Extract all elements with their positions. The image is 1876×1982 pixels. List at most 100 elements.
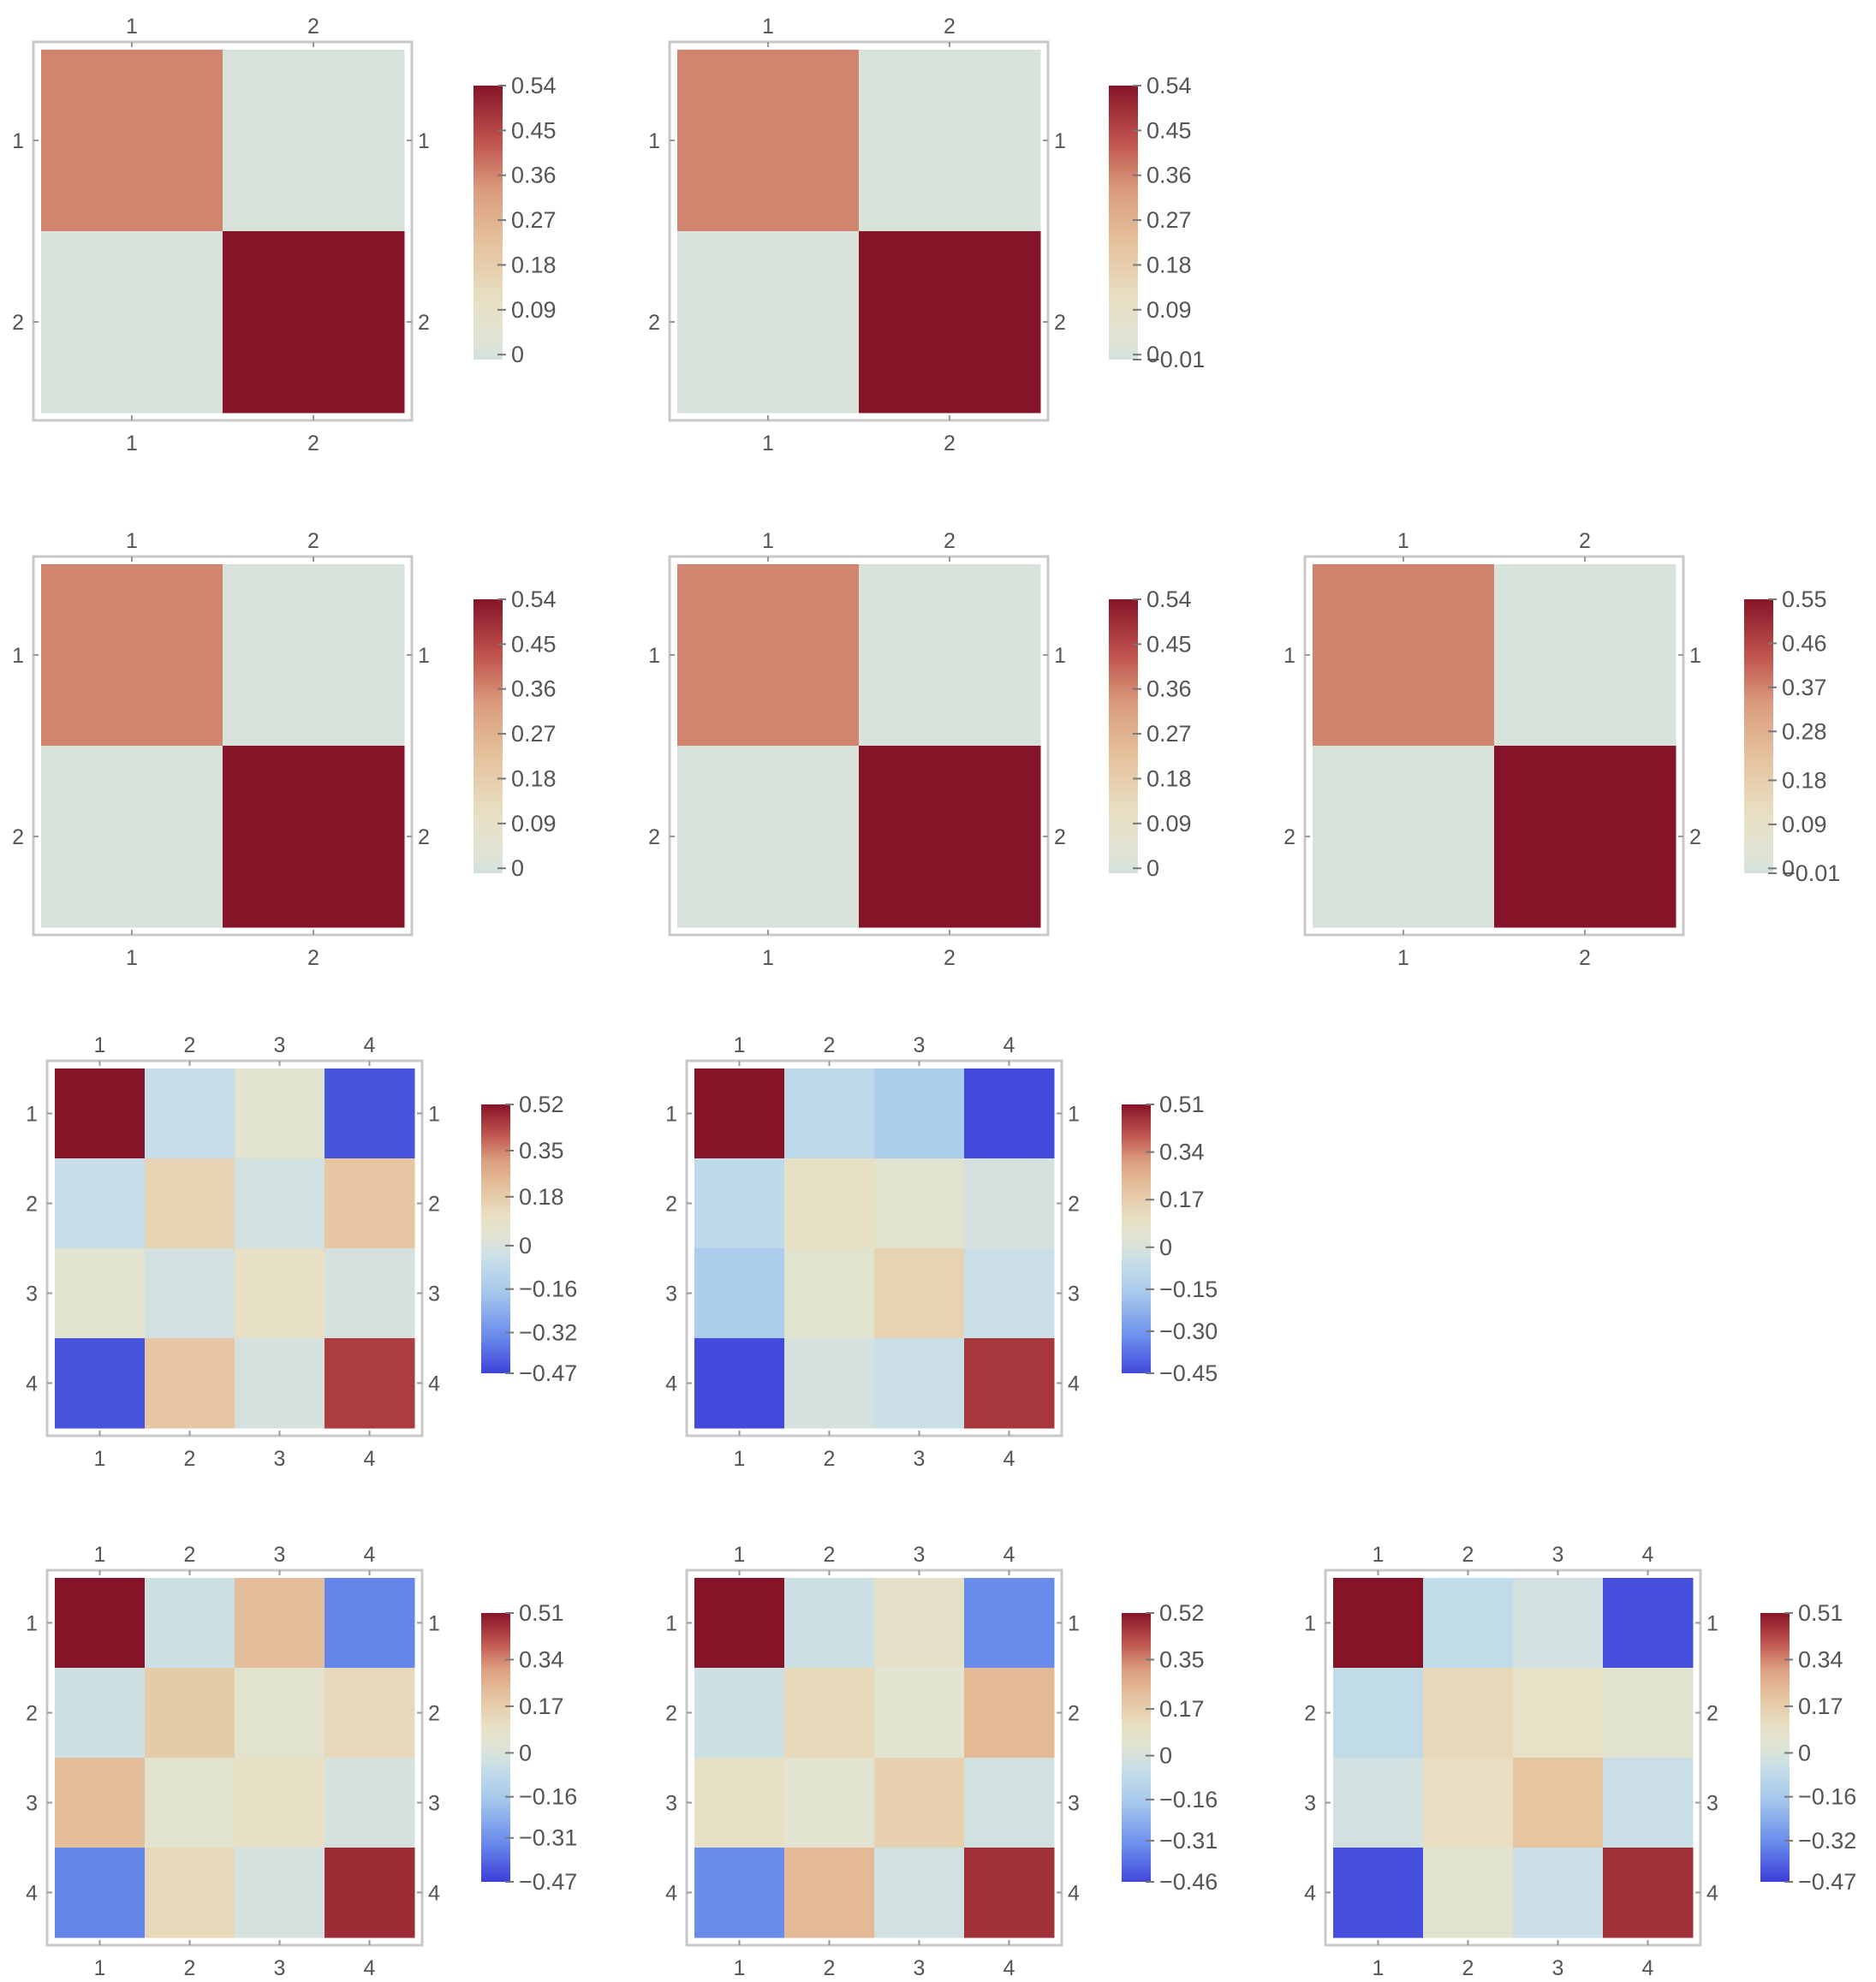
heatmap-cell-r1-c1 bbox=[694, 1578, 785, 1669]
heatmap-cell-r1-c1 bbox=[41, 50, 223, 232]
heatmap-cell-r1-c2 bbox=[859, 50, 1041, 232]
heatmap-cell-r2-c2 bbox=[223, 746, 405, 928]
colorbar-tick-label: −0.30 bbox=[1159, 1318, 1218, 1344]
bottom-tick-label: 1 bbox=[734, 1447, 746, 1471]
left-tick-label: 3 bbox=[665, 1283, 677, 1306]
colorbar-gradient bbox=[1122, 1613, 1151, 1882]
colorbar-tick-label: 0.18 bbox=[1146, 252, 1192, 277]
heatmap-cell-r3-c3 bbox=[235, 1758, 325, 1848]
heatmap-cell-r1-c2 bbox=[784, 1578, 875, 1669]
left-tick-label: 3 bbox=[26, 1792, 38, 1816]
heatmap-cell-r3-c2 bbox=[784, 1758, 875, 1848]
right-tick-label: 1 bbox=[428, 1612, 440, 1636]
colorbar-gradient bbox=[473, 86, 503, 360]
colorbar-tick-label: −0.15 bbox=[1159, 1277, 1218, 1302]
colorbar-tick-label: 0.17 bbox=[1159, 1696, 1205, 1722]
colorbar-tick-label: 0.34 bbox=[519, 1646, 564, 1672]
right-tick-label: 2 bbox=[1054, 311, 1066, 335]
right-tick-label: 2 bbox=[1706, 1702, 1718, 1726]
left-tick-label: 2 bbox=[12, 311, 24, 335]
left-tick-label: 1 bbox=[665, 1612, 677, 1636]
heatmap-cell-r1-c2 bbox=[1423, 1578, 1514, 1669]
colorbar-tick-label: 0 bbox=[1159, 1235, 1172, 1260]
heatmap-frame bbox=[1324, 1568, 1702, 1947]
right-tick-label: 1 bbox=[1068, 1103, 1080, 1127]
colorbar-tick-label: −0.31 bbox=[519, 1825, 577, 1851]
top-tick-label: 4 bbox=[1642, 1543, 1654, 1567]
heatmap-cell-r1-c1 bbox=[677, 50, 860, 232]
colorbar: 0.51 0.34 0.17 0 −0.16 −0.31 −0.47 bbox=[481, 1600, 577, 1895]
top-tick-label: 3 bbox=[914, 1033, 926, 1057]
heatmap-cell-r2-c1 bbox=[694, 1158, 785, 1249]
colorbar-tick-label: 0.35 bbox=[1159, 1646, 1205, 1672]
heatmap-cell-r1-c2 bbox=[1494, 564, 1676, 747]
heatmap-panel-2: 1 1 1 1 2 2 2 2 0.54 0.45 0.36 0.27 0.18 0.09 0−0.01 bbox=[648, 15, 1205, 455]
heatmap-cell-r1-c1 bbox=[41, 564, 223, 747]
heatmap-frame bbox=[32, 40, 414, 422]
right-tick-label: 1 bbox=[1068, 1612, 1080, 1636]
top-tick-label: 4 bbox=[364, 1033, 376, 1057]
colorbar-gradient bbox=[1760, 1613, 1790, 1882]
bottom-tick-label: 3 bbox=[274, 1447, 286, 1471]
colorbar-tick-label: 0.36 bbox=[1146, 676, 1192, 702]
colorbar-tick-label: 0 bbox=[511, 855, 524, 881]
left-tick-label: 2 bbox=[665, 1193, 677, 1217]
right-tick-label: 3 bbox=[1068, 1792, 1080, 1816]
top-tick-label: 2 bbox=[824, 1033, 836, 1057]
right-tick-label: 2 bbox=[428, 1702, 440, 1726]
right-tick-label: 4 bbox=[1706, 1882, 1718, 1906]
left-tick-label: 2 bbox=[648, 825, 660, 849]
heatmap-panel-4: 1 1 1 1 2 2 2 2 0.54 0.45 0.36 0.27 0.18 0.09 0 bbox=[648, 529, 1191, 970]
bottom-tick-label: 3 bbox=[274, 1956, 286, 1980]
bottom-tick-label: 2 bbox=[307, 432, 319, 455]
bottom-tick-label: 2 bbox=[944, 432, 956, 455]
right-tick-label: 2 bbox=[418, 825, 430, 849]
heatmap-cell-r1-c3 bbox=[1513, 1578, 1604, 1669]
left-tick-label: 1 bbox=[26, 1103, 38, 1127]
colorbar: 0.54 0.45 0.36 0.27 0.18 0.09 0 bbox=[1109, 586, 1192, 881]
heatmap-cell-r2-c3 bbox=[235, 1668, 325, 1759]
top-tick-label: 3 bbox=[274, 1543, 286, 1567]
colorbar-tick-label: 0.17 bbox=[1159, 1187, 1205, 1212]
heatmap-cell-r1-c1 bbox=[55, 1578, 146, 1669]
bottom-tick-label: 1 bbox=[762, 432, 774, 455]
heatmap-cell-r4-c2 bbox=[1423, 1848, 1514, 1938]
colorbar-tick-label: −0.47 bbox=[519, 1869, 577, 1895]
colorbar-tick-label: 0 bbox=[1798, 1740, 1811, 1765]
top-tick-label: 2 bbox=[1462, 1543, 1474, 1567]
heatmap-panel-8: 1 1 1 1 2 2 2 2 3 3 3 3 4 4 4 4 0.51 0.34 0.17 0 −0.16 −0.31 −… bbox=[26, 1543, 577, 1980]
heatmap-frame bbox=[32, 555, 414, 937]
heatmap-cell-r1-c4 bbox=[964, 1068, 1055, 1159]
colorbar: 0.52 0.35 0.18 0 −0.16 −0.32 −0.47 bbox=[481, 1092, 577, 1386]
colorbar-tick-label: 0.54 bbox=[511, 586, 557, 612]
heatmap-cell-r1-c1 bbox=[55, 1068, 146, 1159]
left-tick-label: 4 bbox=[665, 1372, 677, 1396]
heatmap-cell-r3-c1 bbox=[55, 1758, 146, 1848]
top-tick-label: 2 bbox=[307, 529, 319, 553]
colorbar-tick-label: 0.27 bbox=[511, 207, 557, 233]
heatmap-cell-r1-c2 bbox=[784, 1068, 875, 1159]
heatmap-cell-r4-c1 bbox=[55, 1848, 146, 1938]
bottom-tick-label: 1 bbox=[1373, 1956, 1385, 1980]
heatmap-cell-r2-c3 bbox=[874, 1668, 965, 1759]
bottom-tick-label: 1 bbox=[94, 1956, 106, 1980]
bottom-tick-label: 3 bbox=[914, 1447, 926, 1471]
colorbar-tick-label: 0.09 bbox=[1146, 811, 1192, 836]
colorbar-tick-label: 0.09 bbox=[511, 811, 557, 836]
colorbar-tick-label: 0.18 bbox=[1782, 767, 1827, 793]
colorbar-tick-label: 0.46 bbox=[1782, 630, 1827, 656]
colorbar-tick-label: 0.34 bbox=[1798, 1646, 1843, 1672]
left-tick-label: 2 bbox=[26, 1193, 38, 1217]
heatmap-cell-r4-c4 bbox=[325, 1848, 415, 1938]
bottom-tick-label: 4 bbox=[364, 1447, 376, 1471]
heatmap-cell-r2-c2 bbox=[859, 231, 1041, 414]
colorbar-tick-label: 0.27 bbox=[1146, 207, 1192, 233]
right-tick-label: 4 bbox=[428, 1372, 440, 1396]
heatmap-cell-r4-c2 bbox=[145, 1848, 235, 1938]
heatmap-cell-r2-c2 bbox=[223, 231, 405, 414]
right-tick-label: 2 bbox=[428, 1193, 440, 1217]
heatmap-cell-r1-c1 bbox=[677, 564, 860, 747]
heatmap-frame bbox=[668, 40, 1050, 422]
right-tick-label: 2 bbox=[1689, 825, 1701, 849]
bottom-tick-label: 1 bbox=[762, 946, 774, 970]
